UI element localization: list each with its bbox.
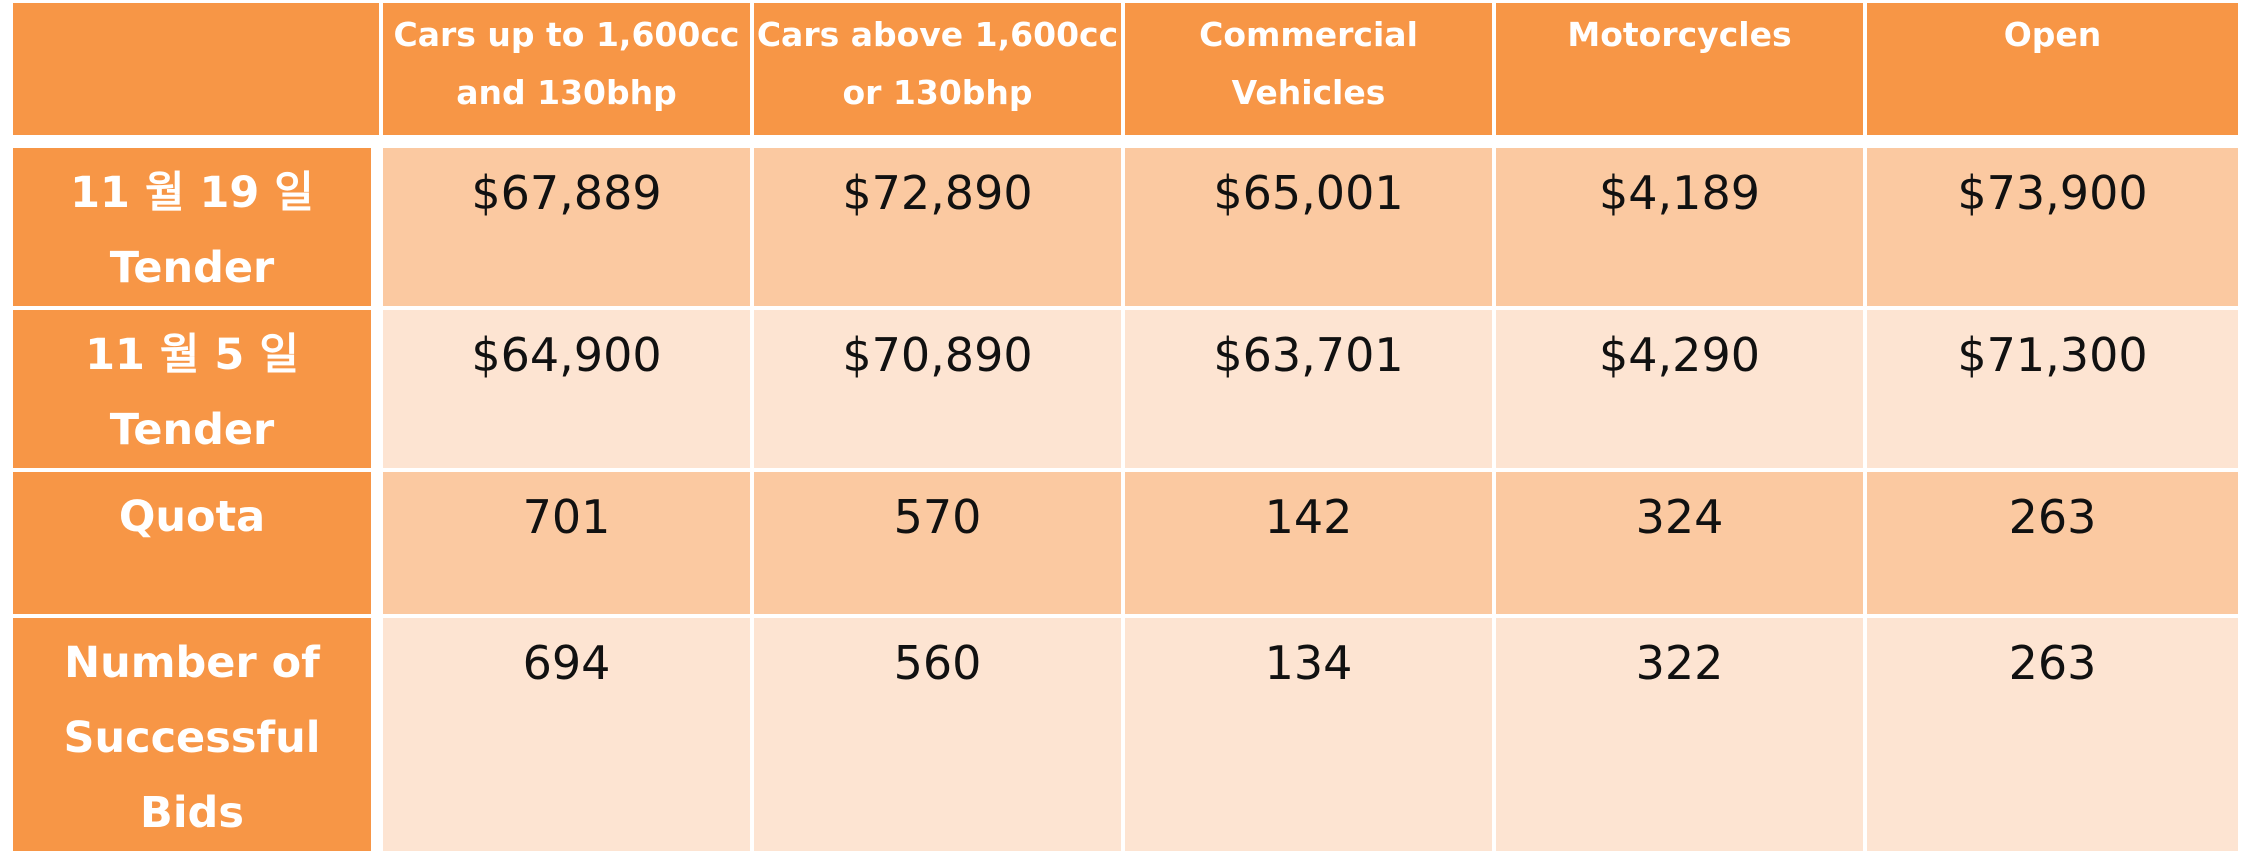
table-cell: $72,890 xyxy=(754,148,1125,310)
column-header-line: Vehicles xyxy=(1231,73,1386,112)
column-header-line: or 130bhp xyxy=(842,73,1033,112)
table-cell: 701 xyxy=(383,472,754,618)
table-cell: $4,290 xyxy=(1496,310,1867,472)
row-header-line: 11 월 5 일 xyxy=(85,330,299,380)
row-header-line: Tender xyxy=(109,405,275,455)
table-cell: 322 xyxy=(1496,618,1867,851)
corner-cell xyxy=(13,3,383,148)
column-header-cars-above-1600cc: Cars above 1,600cc or 130bhp xyxy=(754,3,1125,148)
table-row-successful-bids: Number of Successful Bids 694 560 134 32… xyxy=(13,618,2238,851)
column-header-line: Motorcycles xyxy=(1567,15,1792,54)
table-cell: $65,001 xyxy=(1125,148,1496,310)
table-cell: $70,890 xyxy=(754,310,1125,472)
column-header-cars-up-to-1600cc: Cars up to 1,600cc and 130bhp xyxy=(383,3,754,148)
table-cell: $64,900 xyxy=(383,310,754,472)
table-row-nov-19-tender: 11 월 19 일 Tender $67,889 $72,890 $65,001… xyxy=(13,148,2238,310)
column-header-commercial-vehicles: Commercial Vehicles xyxy=(1125,3,1496,148)
column-header-line: and 130bhp xyxy=(456,73,677,112)
column-header-line: Commercial xyxy=(1199,15,1418,54)
column-header-motorcycles: Motorcycles xyxy=(1496,3,1867,148)
table-cell: 142 xyxy=(1125,472,1496,618)
row-header-quota: Quota xyxy=(13,472,383,618)
table-cell: $63,701 xyxy=(1125,310,1496,472)
row-header-line: Quota xyxy=(118,492,266,542)
table-cell: 570 xyxy=(754,472,1125,618)
table-cell: 263 xyxy=(1867,618,2238,851)
header-row: Cars up to 1,600cc and 130bhp Cars above… xyxy=(13,3,2238,148)
table-cell: 134 xyxy=(1125,618,1496,851)
row-header-nov-19-tender: 11 월 19 일 Tender xyxy=(13,148,383,310)
row-header-line: Tender xyxy=(109,243,275,293)
row-header-line: Number of xyxy=(64,638,320,688)
column-header-line: Cars above 1,600cc xyxy=(756,15,1119,54)
table-row-nov-5-tender: 11 월 5 일 Tender $64,900 $70,890 $63,701 … xyxy=(13,310,2238,472)
table-cell: $67,889 xyxy=(383,148,754,310)
table-cell: $71,300 xyxy=(1867,310,2238,472)
table-cell: 263 xyxy=(1867,472,2238,618)
column-header-line: Open xyxy=(2003,15,2102,54)
table-row-quota: Quota 701 570 142 324 263 xyxy=(13,472,2238,618)
table-cell: $4,189 xyxy=(1496,148,1867,310)
row-header-line: 11 월 19 일 xyxy=(70,168,314,218)
table-cell: 324 xyxy=(1496,472,1867,618)
row-header-nov-5-tender: 11 월 5 일 Tender xyxy=(13,310,383,472)
data-table: Cars up to 1,600cc and 130bhp Cars above… xyxy=(13,3,2238,851)
table-cell: $73,900 xyxy=(1867,148,2238,310)
column-header-line: Cars up to 1,600cc xyxy=(393,15,740,54)
table-cell: 694 xyxy=(383,618,754,851)
row-header-successful-bids: Number of Successful Bids xyxy=(13,618,383,851)
column-header-open: Open xyxy=(1867,3,2238,148)
table-cell: 560 xyxy=(754,618,1125,851)
row-header-line: Successful Bids xyxy=(63,713,321,838)
